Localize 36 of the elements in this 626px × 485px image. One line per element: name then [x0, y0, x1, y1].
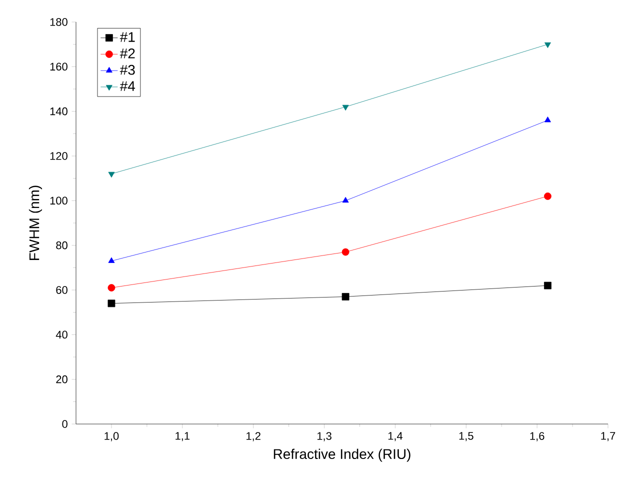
x-tick-label: 1,0: [104, 432, 119, 442]
legend-label: #1: [120, 32, 135, 42]
point: [342, 104, 349, 111]
point: [108, 257, 115, 263]
y-tick-label: 180: [50, 18, 68, 26]
x-tick-label: 1,1: [176, 432, 190, 442]
point: [342, 248, 350, 256]
point: [108, 300, 116, 308]
y-axis-title: FWHM (nm): [28, 186, 42, 260]
y-tick-label: 160: [50, 62, 68, 71]
x-tick-label: 1,5: [459, 432, 474, 442]
legend-label: #4: [120, 81, 136, 91]
x-tick-label: 1,4: [388, 432, 403, 442]
point: [544, 116, 551, 122]
point: [108, 172, 115, 178]
x-tick-label: 1,3: [317, 432, 332, 442]
point: [544, 42, 551, 48]
x-axis-title: Refractive Index (RIU): [274, 448, 410, 462]
point: [342, 196, 349, 203]
y-tick-label: 100: [50, 196, 68, 205]
point: [544, 282, 552, 290]
y-tick-label: 60: [56, 286, 68, 294]
y-tick-label: 80: [56, 241, 68, 250]
legend-label: #2: [120, 48, 135, 58]
point: [342, 293, 350, 300]
y-tick-label: 0: [62, 420, 68, 428]
point: [544, 192, 552, 200]
x-tick-label: 1,2: [246, 432, 260, 442]
x-tick-label: 1,6: [530, 432, 544, 442]
y-tick-label: 40: [56, 330, 68, 339]
point: [108, 284, 116, 292]
y-tick-label: 140: [50, 107, 68, 116]
x-tick-label: 1,7: [601, 432, 616, 442]
y-tick-label: 20: [56, 375, 68, 384]
y-tick-label: 120: [50, 152, 68, 160]
legend-label: #3: [120, 64, 135, 75]
